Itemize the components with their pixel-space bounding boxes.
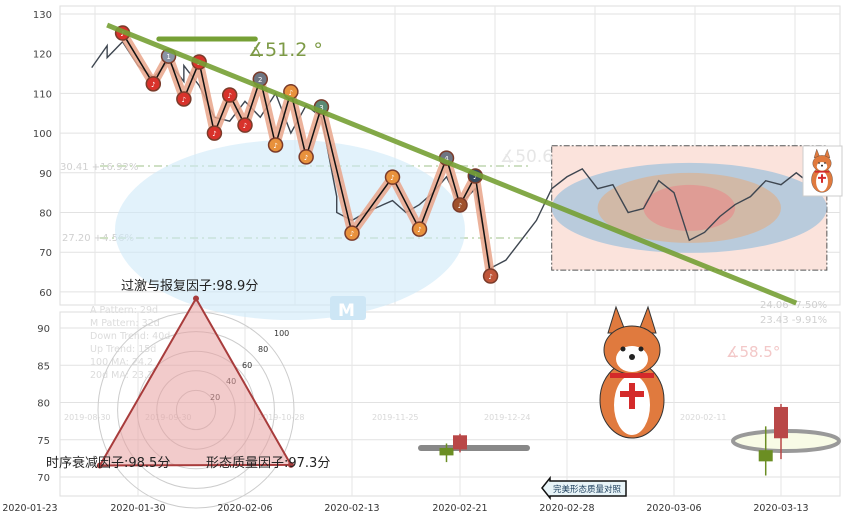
- faint-legend-entry: 20d MA: 23.1: [90, 370, 153, 381]
- pivot-marker-glyph: ♪: [273, 142, 277, 150]
- y-tick-label: 90: [39, 169, 52, 180]
- shiba-mascot: [599, 305, 665, 439]
- radar-vertex: [287, 461, 294, 468]
- y-tick-label: 70: [37, 473, 50, 484]
- x-axis: 2020-01-23 2020-01-30 2020-02-06 2020-02-13…: [2, 503, 808, 514]
- y-tick-label: 70: [39, 248, 52, 259]
- pivot-marker: [482, 268, 499, 284]
- pivot-marker: [237, 117, 253, 133]
- mascot-body: [115, 140, 465, 320]
- x-tick-label: 2020-02-21: [432, 503, 487, 514]
- candle-body: [774, 406, 788, 439]
- faint-angle-label-bottom: ∡58.5°: [726, 343, 780, 361]
- pivot-marker-glyph: ♪: [417, 226, 421, 234]
- faint-date: 2019-12-24: [484, 413, 531, 422]
- faint-legend-entry: Up Trend: 15d: [90, 344, 156, 355]
- radar-label-right: 形态质量因子:97.3分: [206, 456, 330, 471]
- y-tick-label: 80: [37, 399, 50, 410]
- pivot-marker: [176, 91, 192, 107]
- faint-date: 2020-02-11: [680, 413, 727, 422]
- range-ellipse-inner: [643, 184, 736, 231]
- pivot-marker-glyph: ♪: [243, 122, 247, 130]
- pivot-marker-glyph: ♪: [120, 30, 124, 38]
- faint-label: 27.20 +4.56%: [62, 233, 134, 244]
- radar-label-top: 过激与报复因子:98.9分: [121, 279, 258, 294]
- y-tick-label: 60: [39, 288, 52, 299]
- x-tick-label: 2020-01-30: [110, 503, 165, 514]
- pivot-marker: [221, 87, 238, 103]
- faint-legend-entry: M Pattern: 32d: [90, 318, 160, 329]
- pivot-marker-glyph: ♪: [390, 174, 394, 182]
- pivot-marker: [298, 149, 314, 165]
- candle-body: [453, 435, 467, 450]
- pivot-marker-glyph: 2: [258, 76, 262, 84]
- candle-body: [758, 450, 773, 462]
- pivot-marker-glyph: ♪: [182, 96, 186, 104]
- pivot-marker-glyph: ♪: [473, 173, 477, 181]
- pivot-marker-glyph: ♪: [212, 130, 216, 138]
- radar-tick-label: 60: [242, 361, 252, 370]
- faint-date: 2019-11-25: [372, 413, 419, 422]
- pivot-marker: [206, 125, 223, 141]
- y-tick-label: 90: [37, 324, 50, 335]
- pivot-marker-glyph: 4: [444, 155, 449, 163]
- y-tick-label: 120: [33, 50, 52, 61]
- trend-line: [106, 22, 798, 306]
- pivot-marker: [384, 169, 401, 185]
- faint-label: 23.43 -9.91%: [760, 315, 827, 326]
- radar-tick-label: 100: [274, 329, 289, 338]
- pivot-marker: [411, 221, 428, 237]
- x-tick-label: 2020-02-28: [539, 503, 594, 514]
- pivot-marker-glyph: ♪: [151, 81, 155, 89]
- x-tick-label: 2020-03-13: [753, 503, 808, 514]
- pivot-marker: [344, 225, 360, 241]
- pivot-marker-glyph: ♪: [289, 89, 293, 97]
- faint-date: 2019-10-28: [258, 413, 305, 422]
- shiba-thumbnail: [811, 148, 833, 193]
- candle-body: [439, 447, 454, 456]
- pivot-marker-glyph: ♪: [488, 273, 492, 281]
- faint-legend-entry: 100 MA: 24.2: [90, 357, 153, 368]
- grey-bar-marker: [418, 445, 530, 451]
- mascot-m-badge: [330, 296, 366, 320]
- x-tick-label: 2020-03-06: [646, 503, 701, 514]
- y-tick-label: 80: [39, 209, 52, 220]
- faint-label: 30.41 +16.92%: [60, 162, 138, 173]
- faint-angle-label: ∡50.6: [500, 147, 553, 167]
- pivot-marker-glyph: ♪: [227, 92, 231, 100]
- compare-button[interactable]: 完美形态质量对照: [541, 475, 627, 501]
- angle-label: ∡51.2 °: [248, 39, 323, 61]
- radar-tick-label: 80: [258, 345, 268, 354]
- pivot-marker-glyph: ♪: [304, 154, 308, 162]
- radar-vertex: [96, 462, 103, 469]
- y-tick-label: 75: [37, 436, 50, 447]
- x-tick-label: 2020-01-23: [2, 503, 57, 514]
- radar-polygon: [98, 296, 293, 467]
- pivot-marker: [267, 137, 284, 153]
- pivot-marker: [145, 76, 162, 92]
- y-tick-label: 130: [33, 10, 52, 21]
- y-tick-label: 110: [33, 89, 52, 100]
- radar-vertex: [193, 295, 199, 302]
- y-tick-label: 100: [33, 129, 52, 140]
- radar-label-left: 时序衰减因子:98.5分: [46, 455, 170, 471]
- x-tick-label: 2020-02-13: [324, 503, 379, 514]
- pivot-marker-glyph: ♪: [458, 202, 462, 210]
- faint-legend-entry: Down Trend: 40d: [90, 331, 170, 342]
- faint-date: 2019-08-30: [64, 413, 111, 422]
- x-tick-label: 2020-02-06: [217, 503, 272, 514]
- compare-button-label: 完美形态质量对照: [553, 484, 622, 495]
- pivot-marker-glyph: ♪: [350, 230, 354, 238]
- mascot-m-text: M: [338, 301, 355, 321]
- y-tick-label: 85: [37, 361, 50, 372]
- faint-label: 24.06 -7.50%: [760, 300, 827, 311]
- faint-legend-entry: A Pattern: 29d: [90, 305, 158, 316]
- pivot-marker-glyph: 1: [166, 53, 170, 61]
- pivot-marker-glyph: 3: [319, 104, 323, 112]
- pivot-marker: [452, 197, 468, 213]
